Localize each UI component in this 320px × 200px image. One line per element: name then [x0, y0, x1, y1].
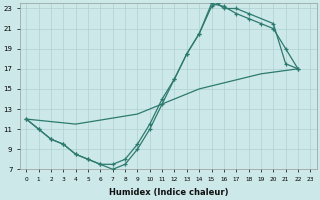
X-axis label: Humidex (Indice chaleur): Humidex (Indice chaleur)	[108, 188, 228, 197]
